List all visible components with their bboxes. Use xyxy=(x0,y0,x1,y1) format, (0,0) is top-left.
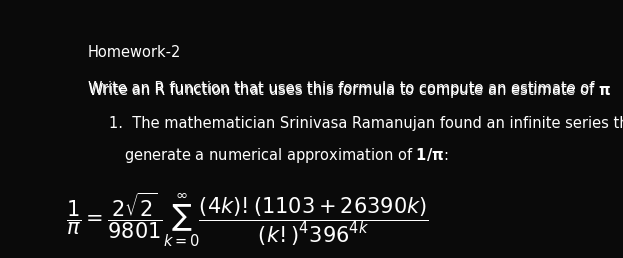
Text: Write an R function that uses this formula to compute an estimate of $\mathbf{\p: Write an R function that uses this formu… xyxy=(87,80,611,100)
Text: Homework-2: Homework-2 xyxy=(87,45,181,60)
Text: $\dfrac{1}{\pi} = \dfrac{2\sqrt{2}}{9801} \sum_{k=0}^{\infty} \dfrac{(4k)!(1103 : $\dfrac{1}{\pi} = \dfrac{2\sqrt{2}}{9801… xyxy=(65,190,428,249)
Text: Write an R function that uses this formula to compute an estimate of: Write an R function that uses this formu… xyxy=(87,80,599,96)
Text: 1.  The mathematician Srinivasa Ramanujan found an infinite series that can be u: 1. The mathematician Srinivasa Ramanujan… xyxy=(109,116,623,131)
Text: generate a numerical approximation of $\mathbf{1/\pi}$:: generate a numerical approximation of $\… xyxy=(124,146,448,165)
